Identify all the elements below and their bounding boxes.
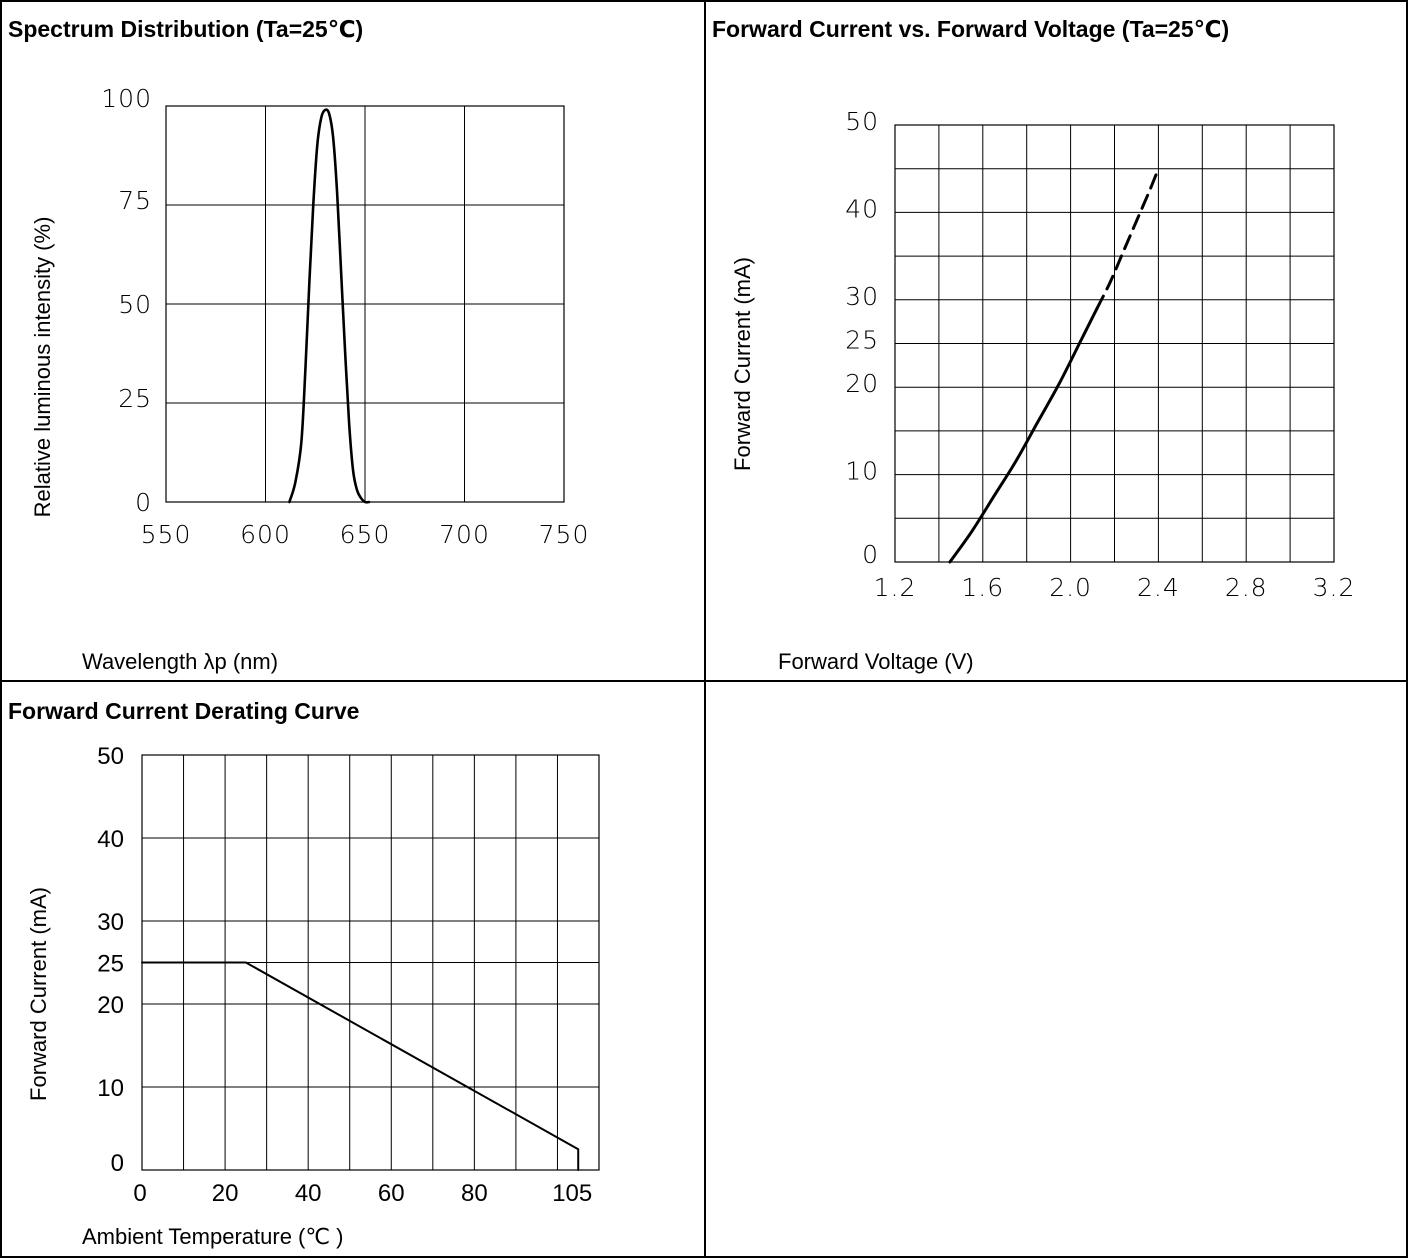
y-tick-label: 10 bbox=[97, 1075, 124, 1102]
derating-title: Forward Current Derating Curve bbox=[8, 698, 360, 724]
x-tick-label: 2.8 bbox=[1225, 573, 1268, 602]
y-tick-label: 25 bbox=[118, 384, 152, 413]
y-axis-label: Relative luminous intensity (%) bbox=[30, 217, 55, 518]
iv-title: Forward Current vs. Forward Voltage (Ta=… bbox=[712, 16, 1230, 42]
spectrum-title: Spectrum Distribution (Ta=25℃) bbox=[8, 16, 364, 42]
x-tick-label: 3.2 bbox=[1313, 573, 1356, 602]
x-tick-label: 60 bbox=[378, 1180, 405, 1207]
iv-panel: Forward Current vs. Forward Voltage (Ta=… bbox=[704, 0, 1408, 682]
series-line-0 bbox=[288, 108, 371, 504]
y-tick-label: 75 bbox=[118, 186, 152, 215]
x-tick-label: 1.2 bbox=[874, 573, 917, 602]
x-tick-label: 1.6 bbox=[961, 573, 1004, 602]
y-axis-label: Forward Current (mA) bbox=[730, 257, 755, 471]
plot-frame bbox=[894, 124, 1335, 563]
y-tick-label: 20 bbox=[845, 369, 879, 398]
y-tick-label: 50 bbox=[118, 290, 152, 319]
y-axis-label: Forward Current (mA) bbox=[26, 887, 51, 1101]
x-axis-label: Ambient Temperature (℃ ) bbox=[82, 1224, 344, 1249]
y-tick-label: 50 bbox=[845, 107, 879, 136]
y-tick-label: 0 bbox=[135, 488, 152, 517]
x-tick-label: 20 bbox=[212, 1180, 239, 1207]
y-tick-label: 40 bbox=[97, 826, 124, 853]
y-tick-label: 30 bbox=[845, 282, 879, 311]
x-axis-label: Wavelength λp (nm) bbox=[82, 649, 278, 674]
x-tick-label: 600 bbox=[240, 520, 291, 549]
series-line-1 bbox=[1095, 167, 1160, 311]
iv-chart: 1.2 1.6 2.0 2.4 2.8 3.2 0 10 20 25 30 40 50 Forward V… bbox=[730, 107, 1356, 674]
series-line-0 bbox=[141, 961, 580, 1171]
spectrum-chart: 550 600 650 700 750 0 25 50 75 100 Wavelength λp (… bbox=[30, 84, 590, 674]
x-tick-label: 0 bbox=[133, 1180, 146, 1207]
x-tick-label: 2.0 bbox=[1049, 573, 1092, 602]
y-tick-label: 25 bbox=[845, 326, 879, 355]
y-tick-label: 20 bbox=[97, 992, 124, 1019]
y-tick-label: 25 bbox=[97, 951, 124, 978]
x-axis-label: Forward Voltage (V) bbox=[778, 649, 974, 674]
y-tick-label: 0 bbox=[111, 1150, 124, 1177]
y-tick-label: 10 bbox=[845, 457, 879, 486]
derating-panel: Forward Current Derating Curve 0 20 40 60 80… bbox=[0, 680, 706, 1258]
x-tick-label: 550 bbox=[141, 520, 192, 549]
y-tick-label: 100 bbox=[101, 84, 152, 113]
x-tick-label: 650 bbox=[340, 520, 391, 549]
x-tick-label: 700 bbox=[439, 520, 490, 549]
derating-chart: 0 20 40 60 80 105 0 10 20 25 30 40 50 Ambient Tempera… bbox=[26, 743, 600, 1249]
y-tick-label: 40 bbox=[845, 194, 879, 223]
x-tick-label: 80 bbox=[461, 1180, 488, 1207]
empty-panel bbox=[704, 680, 1408, 1258]
x-tick-label: 750 bbox=[539, 520, 590, 549]
y-tick-label: 30 bbox=[97, 909, 124, 936]
x-tick-label: 105 bbox=[552, 1180, 592, 1207]
y-tick-label: 0 bbox=[862, 540, 879, 569]
spectrum-panel: Spectrum Distribution (Ta=25℃) 550 600 650… bbox=[0, 0, 706, 682]
series-line-0 bbox=[948, 307, 1099, 564]
y-tick-label: 50 bbox=[97, 743, 124, 770]
x-tick-label: 2.4 bbox=[1137, 573, 1180, 602]
x-tick-label: 40 bbox=[295, 1180, 322, 1207]
